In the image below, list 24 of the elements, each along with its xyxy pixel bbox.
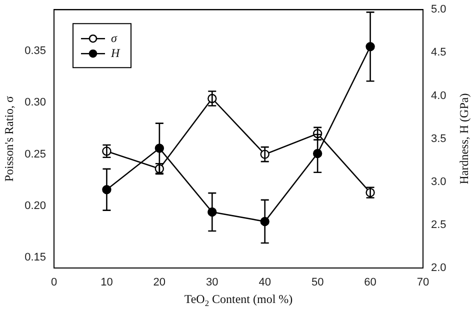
x-tick-label: 10	[100, 276, 113, 289]
x-tick-label: 50	[311, 276, 324, 289]
y-axis-title: Poisson's Ratio, σ	[2, 95, 16, 182]
x-tick-label: 70	[416, 276, 430, 289]
y-tick-label: 0.25	[24, 148, 46, 160]
x-tick-label: 30	[206, 276, 218, 289]
y2-tick-label: 3.5	[431, 132, 446, 145]
y2-tick-label: 4.0	[431, 90, 446, 102]
legend-label: H	[110, 46, 121, 60]
y2-tick-label: 4.5	[431, 46, 446, 59]
y2-tick-label: 3.0	[431, 176, 446, 188]
y-tick-label: 0.35	[24, 44, 46, 57]
y2-axis-title: Hardness, H (GPa)	[457, 93, 472, 184]
x-tick-label: 0	[50, 276, 58, 289]
x-tick-label: 60	[364, 276, 376, 289]
y-tick-label: 0.30	[24, 96, 46, 109]
y2-tick-label: 2.0	[431, 262, 446, 274]
x-tick-label: 20	[153, 276, 166, 289]
y-tick-label: 0.15	[24, 252, 46, 264]
y-tick-label: 0.20	[24, 200, 46, 212]
x-tick-label: 40	[258, 276, 271, 289]
y2-tick-label: 5.0	[431, 4, 446, 16]
legend-label: σ	[111, 30, 118, 45]
y2-tick-label: 2.5	[431, 218, 446, 231]
